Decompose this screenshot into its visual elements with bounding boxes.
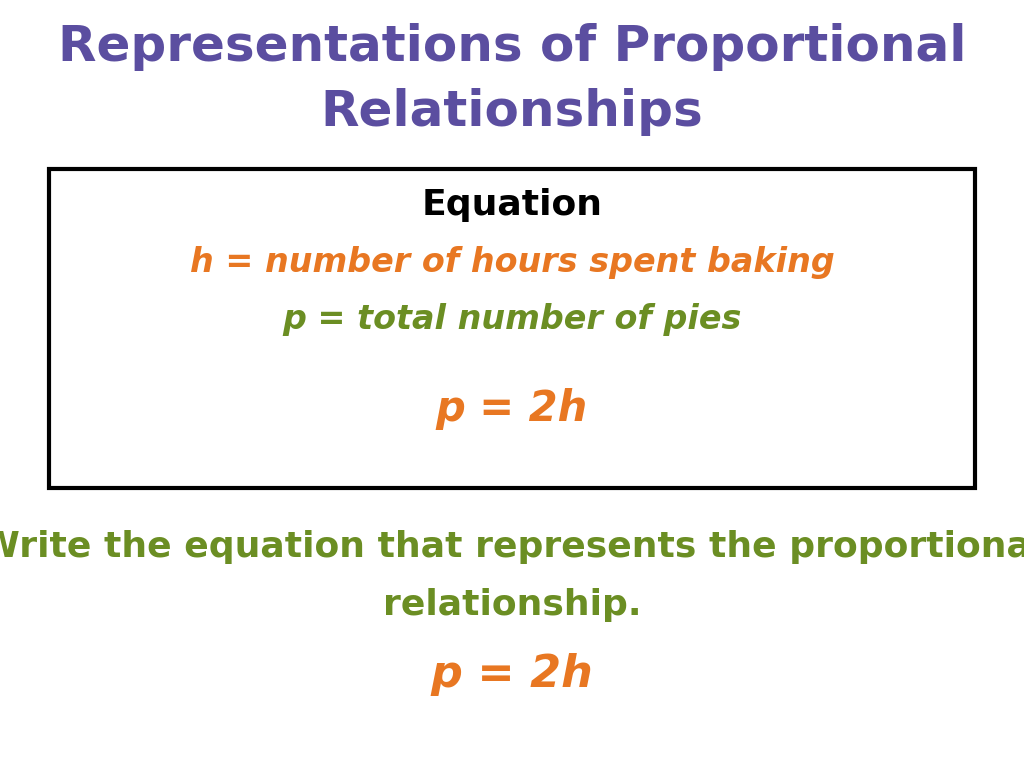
Text: Equation: Equation — [422, 188, 602, 222]
FancyBboxPatch shape — [49, 169, 975, 488]
Text: Representations of Proportional: Representations of Proportional — [57, 23, 967, 71]
Text: Relationships: Relationships — [321, 88, 703, 137]
Text: relationship.: relationship. — [383, 588, 641, 621]
Text: p = 2h: p = 2h — [436, 388, 588, 430]
Text: Write the equation that represents the proportional: Write the equation that represents the p… — [0, 530, 1024, 564]
Text: p = 2h: p = 2h — [431, 653, 593, 696]
Text: h = number of hours spent baking: h = number of hours spent baking — [189, 246, 835, 279]
Text: p = total number of pies: p = total number of pies — [283, 303, 741, 336]
